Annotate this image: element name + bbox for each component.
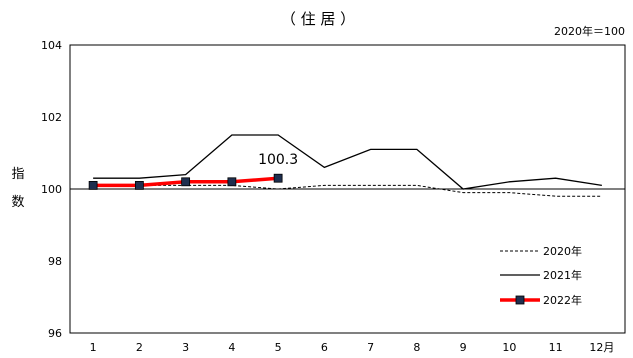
y-tick-label: 96 — [48, 327, 62, 340]
tick-labels: 96 98 100 102 104 1 2 3 4 5 6 7 8 9 10 11 12月 — [41, 39, 614, 354]
x-tick-label: 2 — [136, 341, 143, 354]
y-axis-label-char: 数 — [11, 195, 24, 210]
legend-label: 2021年 — [543, 268, 582, 282]
legend-label: 2020年 — [543, 244, 582, 258]
y-tick-label: 100 — [41, 183, 62, 196]
data-point — [181, 177, 191, 187]
x-tick-label: 4 — [228, 341, 235, 354]
y-tick-label: 104 — [41, 39, 62, 52]
x-tick-label: 8 — [413, 341, 420, 354]
data-point — [273, 173, 283, 183]
series-line — [93, 134, 602, 190]
x-tick-label: 9 — [460, 341, 467, 354]
series-2022年 — [88, 173, 283, 190]
x-tick-label: 3 — [182, 341, 189, 354]
data-label: 100.3 — [258, 152, 298, 168]
x-tick-label: 1 — [90, 341, 97, 354]
y-axis-label: 指数 — [11, 167, 24, 210]
plot-area — [69, 44, 626, 334]
y-tick-label: 102 — [41, 111, 62, 124]
data-point — [227, 177, 237, 187]
series-2021年 — [93, 134, 602, 190]
series-2020年 — [93, 184, 602, 197]
data-point — [134, 180, 144, 190]
legend-item: 2021年 — [500, 268, 582, 282]
x-tick-label: 5 — [275, 341, 282, 354]
series-layer: 100.3 — [88, 134, 602, 197]
legend-label: 2022年 — [543, 293, 582, 307]
legend: 2020年 2021年 2022年 — [500, 244, 582, 307]
data-point — [88, 180, 98, 190]
y-axis-label-char: 指 — [11, 167, 24, 182]
legend-marker — [515, 295, 525, 305]
x-tick-label: 12月 — [589, 341, 614, 354]
y-tick-label: 98 — [48, 255, 62, 268]
x-tick-label: 10 — [502, 341, 516, 354]
x-tick-label: 11 — [549, 341, 563, 354]
x-tick-label: 6 — [321, 341, 328, 354]
legend-item: 2020年 — [500, 244, 582, 258]
legend-item: 2022年 — [500, 293, 582, 307]
x-tick-label: 7 — [367, 341, 374, 354]
series-line — [93, 184, 602, 197]
unit-note: 2020年＝100 — [554, 24, 625, 38]
chart-title: （ 住 居 ） — [281, 10, 355, 28]
